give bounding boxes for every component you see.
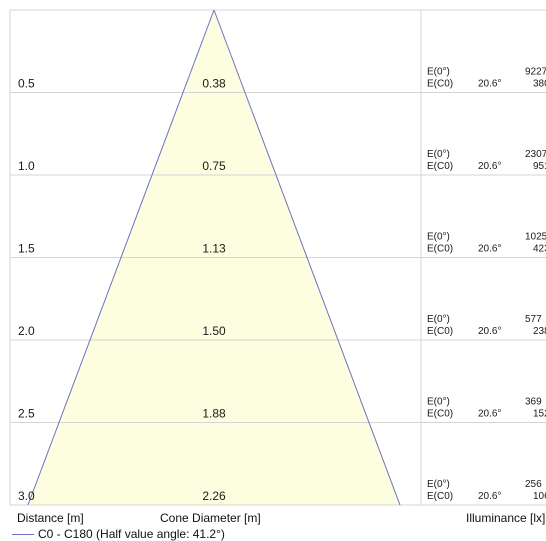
half-angle-value: 20.6° [478, 244, 501, 255]
e0-label: E(0°) [427, 314, 450, 325]
ec0-value: 423 [533, 244, 546, 255]
distance-value: 0.5 [18, 77, 35, 91]
diameter-value: 0.75 [202, 159, 226, 173]
ec0-label: E(C0) [427, 161, 453, 172]
half-angle-value: 20.6° [478, 491, 501, 502]
ec0-label: E(C0) [427, 326, 453, 337]
diameter-value: 1.50 [202, 324, 226, 338]
ec0-value: 951 [533, 161, 546, 172]
legend: C0 - C180 (Half value angle: 41.2°) [12, 528, 225, 540]
illuminance-axis-label: Illuminance [lx] [466, 511, 546, 525]
ec0-label: E(C0) [427, 79, 453, 90]
diameter-value: 1.88 [202, 407, 226, 421]
e0-label: E(0°) [427, 67, 450, 78]
ec0-label: E(C0) [427, 409, 453, 420]
diameter-value: 2.26 [202, 489, 226, 503]
ec0-value: 106 [533, 491, 546, 502]
ec0-label: E(C0) [427, 491, 453, 502]
ec0-label: E(C0) [427, 244, 453, 255]
distance-value: 3.0 [18, 489, 35, 503]
e0-value: 2307 [525, 149, 546, 160]
legend-label: C0 - C180 (Half value angle: 41.2°) [38, 527, 225, 541]
half-angle-value: 20.6° [478, 326, 501, 337]
distance-value: 1.5 [18, 242, 35, 256]
distance-value: 1.0 [18, 159, 35, 173]
e0-label: E(0°) [427, 397, 450, 408]
legend-line-swatch [12, 533, 34, 535]
e0-value: 9227 [525, 67, 546, 78]
distance-value: 2.0 [18, 324, 35, 338]
diameter-value: 1.13 [202, 242, 226, 256]
half-angle-value: 20.6° [478, 161, 501, 172]
cone-diameter-axis-label: Cone Diameter [m] [160, 511, 261, 525]
half-angle-value: 20.6° [478, 79, 501, 90]
e0-value: 577 [525, 314, 542, 325]
e0-value: 256 [525, 479, 542, 490]
diameter-value: 0.38 [202, 77, 226, 91]
half-angle-value: 20.6° [478, 409, 501, 420]
e0-value: 1025 [525, 232, 546, 243]
e0-label: E(0°) [427, 149, 450, 160]
cone-right-edge [213, 9, 401, 506]
distance-value: 2.5 [18, 407, 35, 421]
distance-axis-label: Distance [m] [17, 511, 84, 525]
cone-left-edge [27, 9, 215, 506]
e0-label: E(0°) [427, 479, 450, 490]
ec0-value: 238 [533, 326, 546, 337]
ec0-value: 3804 [533, 79, 546, 90]
e0-value: 369 [525, 397, 542, 408]
ec0-value: 152 [533, 409, 546, 420]
e0-label: E(0°) [427, 232, 450, 243]
